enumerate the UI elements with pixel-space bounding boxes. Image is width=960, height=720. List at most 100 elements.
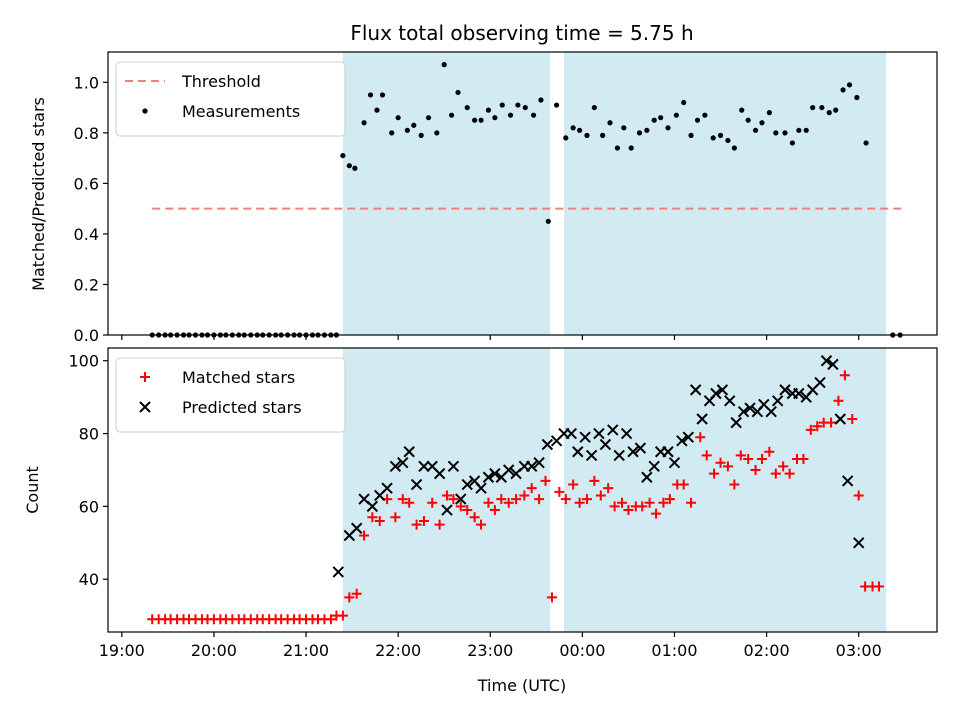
measurements-point	[789, 140, 795, 146]
legend-box	[115, 61, 346, 137]
predicted-stars-point	[744, 402, 756, 414]
x-tick-label: 22:00	[375, 641, 421, 660]
predicted-stars-point	[350, 522, 363, 534]
matched-stars-point	[833, 395, 844, 406]
shaded-interval-1	[342, 52, 551, 335]
matched-stars-point	[546, 592, 557, 603]
matched-stars-point	[540, 475, 551, 486]
measurements-point	[434, 130, 440, 136]
measurements-point	[803, 127, 809, 133]
measurements-point	[673, 112, 679, 118]
y-tick-label: 0.0	[74, 326, 99, 345]
y-tick-label: 80	[79, 425, 99, 444]
matched-stars-point	[325, 614, 336, 625]
measurements-point	[507, 112, 514, 118]
legend-label-predicted-stars: Predicted stars	[182, 398, 302, 417]
bottom-axes-frame	[107, 347, 938, 633]
predicted-stars-point	[827, 358, 839, 371]
matched-stars-point	[853, 490, 864, 501]
measurements-point	[361, 120, 367, 126]
predicted-stars-point	[696, 413, 708, 425]
top-x-ticks	[121, 335, 860, 340]
matched-stars-point	[729, 479, 740, 490]
predicted-stars-point	[765, 406, 777, 418]
measurements-point	[665, 125, 671, 131]
matched-stars-point	[764, 446, 775, 457]
matched-stars-point	[483, 497, 494, 508]
legend-swatch-matched-stars	[140, 372, 150, 382]
matched-stars-point	[351, 588, 362, 599]
matched-stars-point	[390, 512, 401, 523]
predicted-stars-point	[793, 387, 805, 400]
matched-stars-point	[427, 497, 438, 508]
shaded-interval-2	[563, 52, 887, 335]
y-tick-label: 0.6	[74, 174, 99, 193]
matched-stars-point	[568, 479, 579, 490]
matched-stars-point	[756, 454, 767, 465]
x-tick-label: 20:00	[191, 641, 237, 660]
matched-stars-point	[589, 475, 600, 486]
y-tick-label: 0.8	[74, 124, 99, 143]
matched-stars-point	[678, 479, 689, 490]
predicted-stars-point	[441, 504, 453, 516]
matched-stars-point	[359, 530, 370, 541]
predicted-stars-point	[730, 416, 742, 429]
matched-stars-point	[503, 497, 514, 508]
matched-stars-point	[367, 512, 378, 523]
measurements-point	[766, 110, 772, 116]
shaded-interval-1	[342, 348, 551, 632]
measurements-point	[658, 115, 664, 121]
predicted-stars-point	[737, 406, 750, 418]
x-tick-label: 02:00	[744, 641, 790, 660]
matched-stars-point	[743, 454, 754, 465]
matched-stars-point	[637, 501, 648, 512]
measurements-point	[796, 127, 802, 133]
predicted-stars-point	[852, 537, 865, 549]
legend-box	[115, 357, 346, 433]
bottom-x-axis: 19:00 20:00 21:00 22:00 23:00 00:00 01:00 02:00…	[99, 632, 882, 660]
top-y-axis-label: Matched/Predicted stars	[29, 97, 48, 291]
measurements-point	[863, 140, 869, 146]
x-tick-label: 23:00	[467, 641, 513, 660]
matched-stars-point	[873, 581, 884, 592]
matched-stars-point	[798, 454, 809, 465]
measurements-point	[745, 117, 751, 123]
measurements-point	[607, 120, 613, 126]
measurements-point	[600, 132, 606, 138]
top-shaded-intervals	[342, 52, 887, 335]
predicted-stars-point	[724, 395, 736, 407]
bottom-panel: 40 60 80 100 19:00 20:00 21:00 22:00 23:00 00:00…	[23, 347, 938, 660]
matched-stars-point	[686, 497, 697, 508]
measurements-point	[522, 104, 528, 111]
matched-stars-point	[511, 494, 522, 505]
measurements-point	[389, 130, 395, 136]
top-axes-frame	[107, 51, 938, 336]
measurements-point	[702, 112, 708, 118]
matched-stars-point	[750, 464, 761, 475]
matched-stars-point	[418, 515, 429, 526]
matched-stars-point	[489, 505, 500, 516]
measurements-point	[499, 102, 505, 108]
predicted-stars-point	[716, 384, 729, 396]
measurements-point	[472, 117, 478, 123]
measurements-point	[739, 107, 745, 113]
measurements-point	[485, 107, 492, 113]
measurements-point	[688, 132, 694, 138]
measurements-point	[553, 102, 560, 108]
matched-stars-point	[404, 497, 415, 508]
matched-stars-point	[664, 494, 675, 505]
matched-stars-point	[603, 483, 614, 494]
matched-stars-point	[411, 519, 422, 530]
measurements-point	[681, 99, 687, 106]
predicted-stars-point	[418, 460, 430, 473]
matched-stars-point	[709, 468, 720, 479]
predicted-stars-point	[820, 355, 833, 367]
measurements-point	[577, 127, 583, 133]
matched-stars-point	[397, 494, 408, 505]
predicted-stars-point	[447, 460, 460, 473]
measurements-point	[448, 112, 455, 118]
bottom-y-axis-label: Count	[23, 466, 42, 514]
measurements-point	[340, 152, 346, 159]
legend-label-matched-stars: Matched stars	[182, 368, 295, 387]
